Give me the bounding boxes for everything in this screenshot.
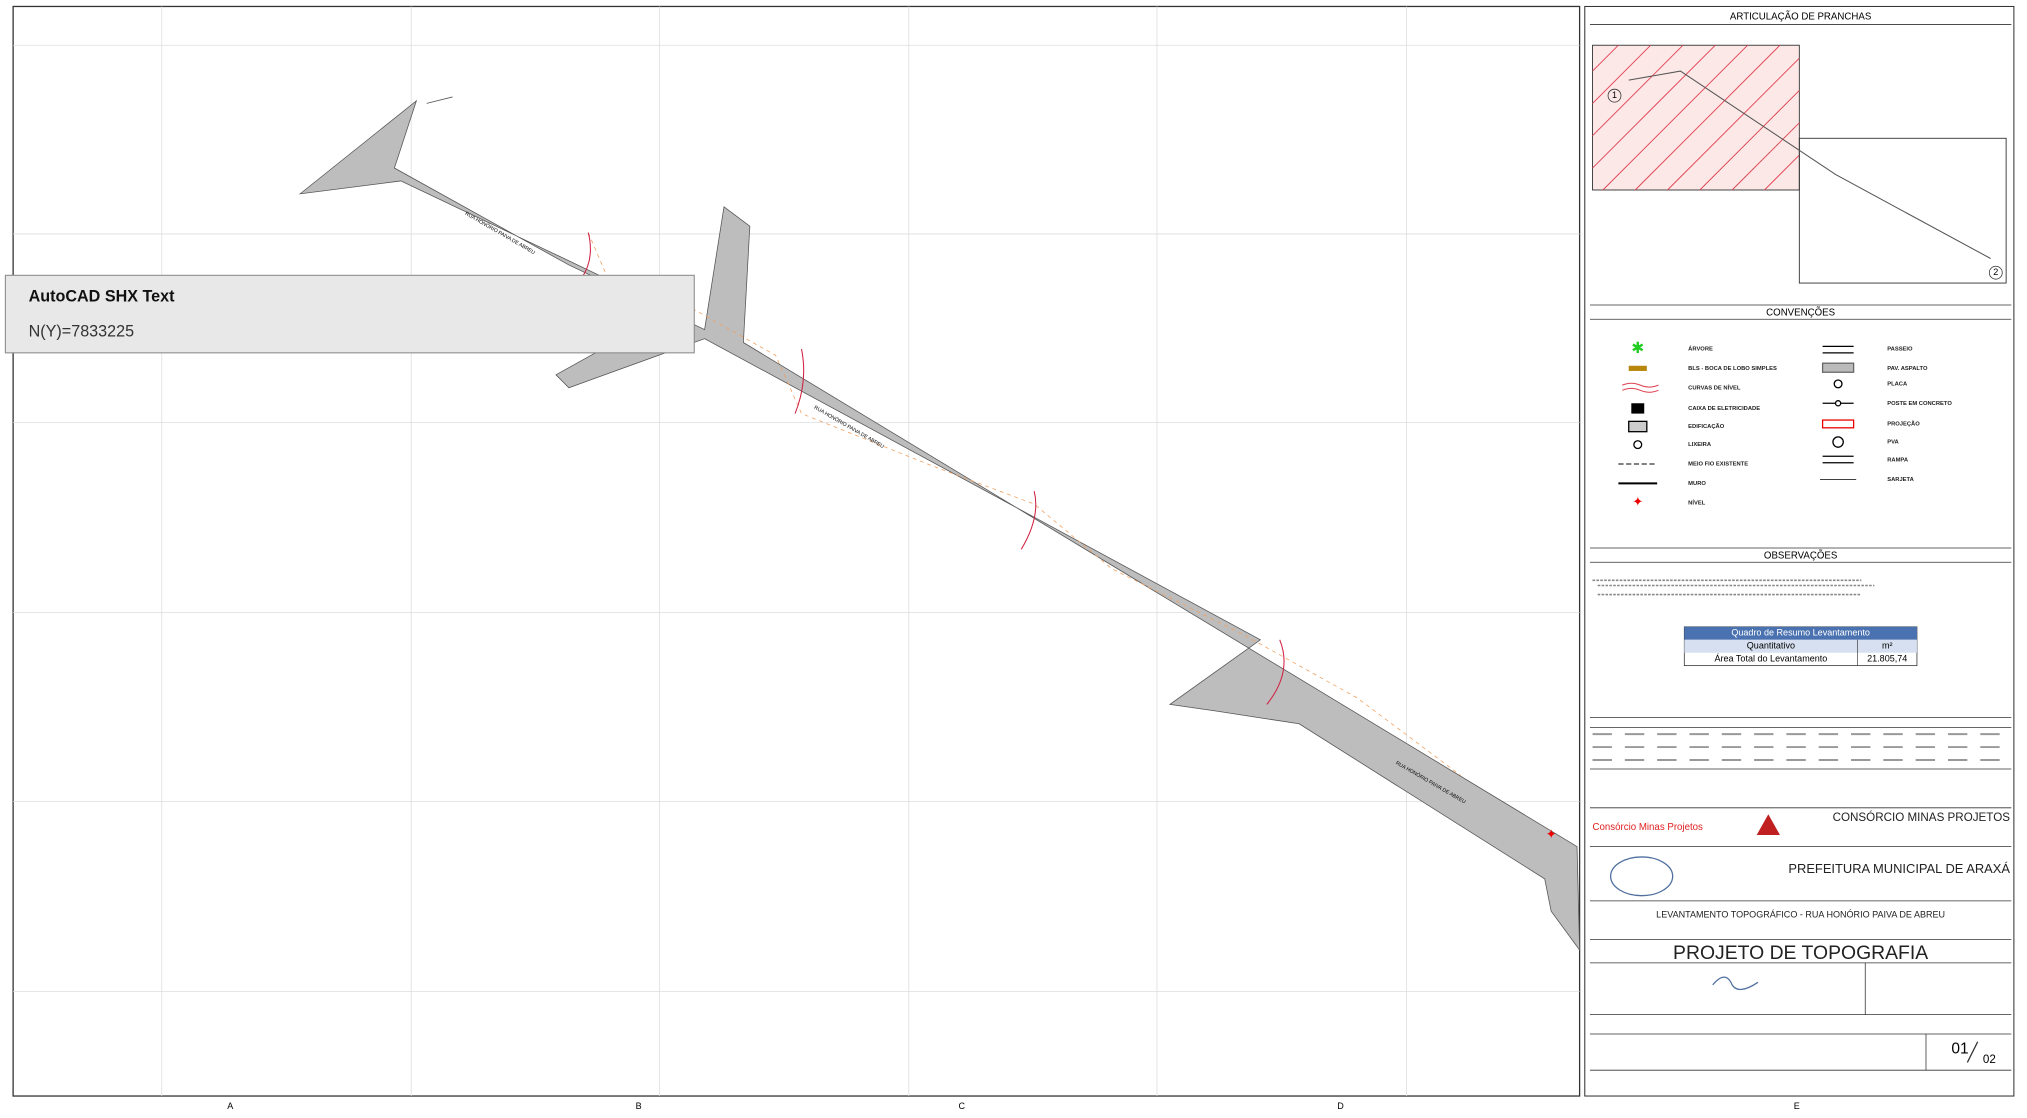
legend-item: ÁRVORE (1688, 346, 1713, 353)
legend-item: SARJETA (1887, 477, 1914, 483)
legend-item: PAV. ASPALTO (1887, 366, 1928, 372)
legend-item: RAMPA (1887, 458, 1909, 464)
column-label: A (227, 1101, 233, 1111)
legend-item: CAIXA DE ELETRICIDADE (1688, 406, 1760, 412)
legend-item: PASSEIO (1887, 347, 1913, 353)
sheet-marker: 2 (1993, 267, 1998, 277)
legend-item: MEIO FIO EXISTENTE (1688, 462, 1748, 468)
page: RUA HONÓRIO PAIVA DE ABREU RUA HONÓRIO P… (0, 0, 2027, 1118)
legend-item: PVA (1887, 440, 1899, 446)
summary-header: m² (1882, 641, 1893, 651)
legend-item: LIXEIRA (1688, 442, 1712, 448)
consortium: CONSÓRCIO MINAS PROJETOS (1833, 811, 2011, 824)
tooltip-title: AutoCAD SHX Text (29, 288, 175, 306)
observations-title: OBSERVAÇÕES (1764, 550, 1838, 561)
legend-item: CURVAS DE NÍVEL (1688, 383, 1741, 391)
legend-item: MURO (1688, 481, 1706, 487)
legend-item: NÍVEL (1688, 498, 1706, 506)
column-label: B (636, 1101, 642, 1111)
summary-header: Quantitativo (1747, 641, 1795, 651)
legend-item: POSTE EM CONCRETO (1887, 401, 1952, 407)
column-label: E (1794, 1101, 1800, 1111)
svg-text:✱: ✱ (1631, 340, 1644, 357)
tooltip: AutoCAD SHX Text N(Y)=7833225 (5, 275, 694, 353)
client: PREFEITURA MUNICIPAL DE ARAXÁ (1788, 861, 2010, 876)
legend-item: EDIFICAÇÃO (1688, 423, 1725, 430)
column-label: D (1337, 1101, 1344, 1111)
sheet-marker: 1 (1612, 90, 1617, 100)
legend-item: PLACA (1887, 381, 1908, 387)
tooltip-value: N(Y)=7833225 (29, 322, 134, 340)
legend-item: PROJEÇÃO (1887, 420, 1920, 427)
cad-canvas: RUA HONÓRIO PAIVA DE ABREU RUA HONÓRIO P… (0, 0, 2027, 1118)
consortium-short: Consórcio Minas Projetos (1593, 822, 1704, 833)
summary-cell: 21.805,74 (1867, 654, 1907, 664)
legend-title: CONVENÇÕES (1766, 307, 1835, 318)
summary-cell: Área Total do Levantamento (1714, 654, 1827, 664)
sheet-total: 02 (1983, 1053, 1996, 1066)
svg-text:✦: ✦ (1632, 494, 1643, 509)
summary-title: Quadro de Resumo Levantamento (1731, 628, 1870, 638)
legend-item: BLS - BOCA DE LOBO SIMPLES (1688, 366, 1777, 372)
level-marker: ✦ (1546, 826, 1557, 841)
sheet-number: 01 (1951, 1041, 1968, 1058)
column-label: C (959, 1101, 966, 1111)
project-title: PROJETO DE TOPOGRAFIA (1673, 942, 1928, 964)
subject: LEVANTAMENTO TOPOGRÁFICO - RUA HONÓRIO P… (1656, 909, 1945, 919)
articulation-title: ARTICULAÇÃO DE PRANCHAS (1730, 11, 1872, 22)
